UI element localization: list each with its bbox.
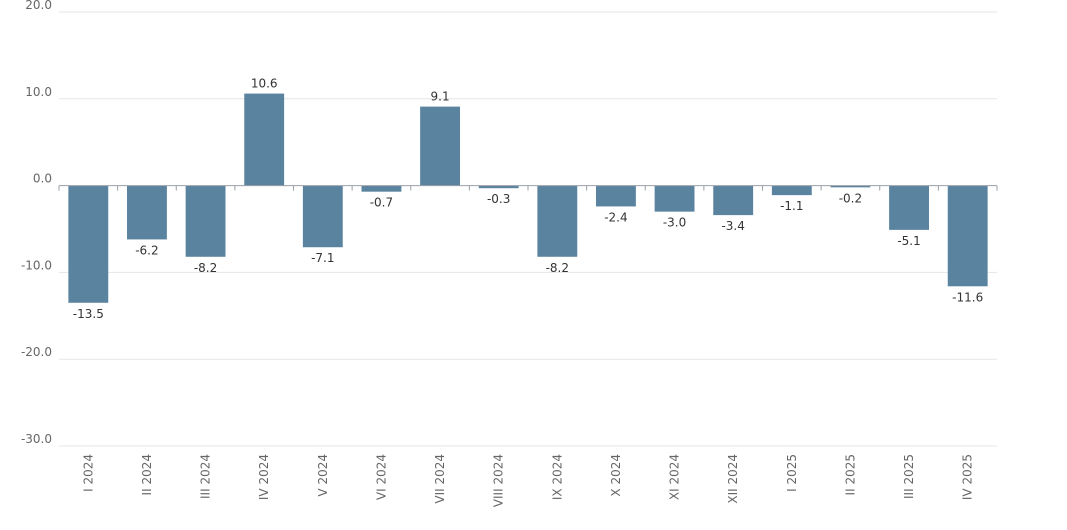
y-tick-label: -30.0 — [21, 432, 52, 446]
data-label: -3.4 — [721, 219, 744, 233]
x-tick-label: IX 2024 — [550, 454, 564, 500]
y-tick-label: 10.0 — [25, 85, 52, 99]
bar — [185, 185, 226, 257]
bar — [830, 185, 871, 188]
bar — [302, 185, 343, 248]
data-label: -3.0 — [663, 216, 686, 230]
y-tick-label: -20.0 — [21, 345, 52, 359]
data-label: -8.2 — [194, 261, 217, 275]
x-axis-tick-labels: I 2024 II 2024 III 2024 IV 2024 V 2024 VI 202… — [81, 454, 974, 507]
x-tick-label: II 2024 — [140, 454, 154, 495]
x-tick-label: VIII 2024 — [492, 454, 506, 507]
bar — [361, 185, 402, 192]
x-tick-label: XI 2024 — [668, 454, 682, 500]
data-label: -11.6 — [952, 290, 983, 304]
data-labels: -13.5 -6.2 -8.2 10.6 -7.1 -0.7 9.1 -0.3 -8.2 -2.4… — [73, 77, 983, 321]
y-tick-label: -10.0 — [21, 258, 52, 272]
data-label: -6.2 — [135, 243, 158, 257]
data-label: 9.1 — [431, 90, 450, 104]
x-tick-label: XII 2024 — [726, 454, 740, 504]
bar — [127, 185, 167, 240]
x-tick-label: V 2024 — [316, 454, 330, 497]
y-tick-label: 20.0 — [25, 0, 52, 12]
x-tick-label: III 2025 — [902, 454, 916, 499]
x-axis — [58, 185, 998, 191]
bar — [596, 185, 636, 207]
data-label: -1.1 — [780, 199, 803, 213]
bar — [537, 185, 578, 257]
data-label: -7.1 — [311, 251, 334, 265]
x-tick-label: III 2024 — [199, 454, 213, 499]
data-label: -5.1 — [897, 234, 920, 248]
data-label: -13.5 — [73, 307, 104, 321]
x-tick-label: IV 2025 — [961, 454, 975, 500]
data-label: -8.2 — [546, 261, 569, 275]
data-label: -0.3 — [487, 192, 510, 206]
bar — [244, 93, 285, 186]
bar — [478, 185, 519, 189]
data-label: -2.4 — [604, 210, 627, 224]
bar — [713, 185, 754, 216]
bar — [420, 106, 460, 186]
bar — [889, 185, 929, 230]
bar — [654, 185, 695, 212]
x-tick-label: I 2024 — [81, 454, 95, 492]
data-label: -0.7 — [370, 196, 393, 210]
x-tick-label: I 2025 — [785, 454, 799, 492]
x-tick-label: II 2025 — [843, 454, 857, 495]
y-axis-tick-labels: 20.0 10.0 0.0 -10.0 -20.0 -30.0 — [21, 0, 52, 446]
bars — [68, 93, 988, 303]
y-tick-label: 0.0 — [33, 172, 52, 186]
x-tick-label: VI 2024 — [374, 454, 388, 500]
x-tick-label: X 2024 — [609, 454, 623, 497]
x-tick-label: VII 2024 — [433, 454, 447, 504]
data-label: 10.6 — [251, 77, 278, 91]
grid-lines — [59, 11, 997, 447]
x-tick-label: IV 2024 — [257, 454, 271, 500]
bar — [771, 185, 812, 196]
bar — [947, 185, 988, 287]
data-label: -0.2 — [839, 191, 862, 205]
bar — [68, 185, 109, 303]
